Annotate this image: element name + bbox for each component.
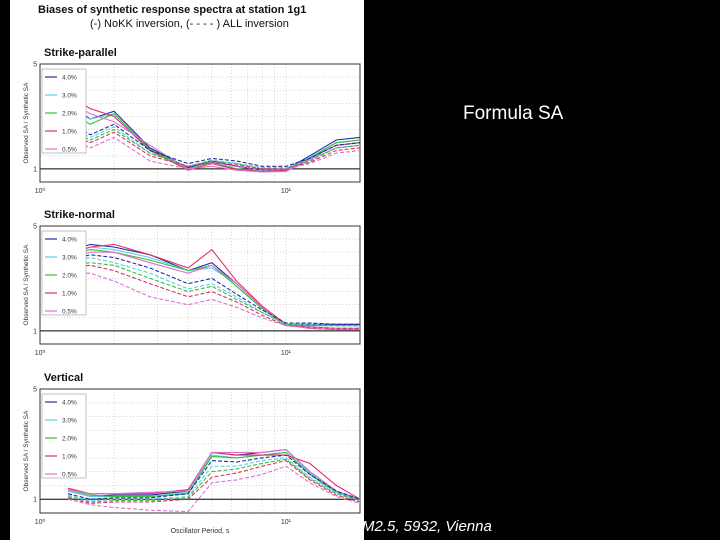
legend-label: 2.0%	[62, 273, 77, 280]
series-line-3-0pct-dashed	[67, 457, 361, 502]
footer-caption: M2.5, 5932, Vienna	[362, 518, 492, 535]
x-tick-label: 10¹	[281, 350, 292, 357]
legend-label: 2.0%	[62, 111, 77, 118]
series-line-4-0pct-solid	[67, 449, 361, 502]
legend-box	[41, 68, 87, 154]
panel-title: Strike-parallel	[44, 47, 117, 59]
series-line-0-5pct-dashed	[67, 136, 361, 171]
figure-title: Biases of synthetic response spectra at …	[38, 4, 307, 16]
series-line-2-0pct-dashed	[67, 458, 361, 503]
legend-label: 3.0%	[62, 418, 77, 425]
series-line-0-5pct-dashed	[68, 272, 360, 331]
series-line-2-0pct-dashed	[67, 262, 360, 327]
legend-label: 1.0%	[62, 291, 77, 298]
series-line-2-0pct-dashed	[67, 128, 361, 170]
series-line-4-0pct-dashed	[67, 454, 361, 500]
plot-frame	[39, 225, 361, 345]
plot-frame	[39, 388, 361, 514]
series-line-1-0pct-dashed	[67, 460, 361, 504]
legend-label: 0.5%	[62, 472, 77, 479]
y-tick-label: 5	[33, 224, 37, 231]
series-line-1-0pct-dashed	[67, 131, 361, 170]
series-line-4-0pct-dashed	[67, 254, 360, 325]
y-tick-label: 5	[33, 62, 37, 69]
series-line-0-5pct-solid	[67, 251, 360, 329]
series-line-1-0pct-dashed	[67, 264, 360, 329]
legend-label: 4.0%	[62, 75, 77, 82]
series-line-1-0pct-solid	[67, 243, 360, 331]
x-axis-label: Oscillator Period, s	[171, 528, 230, 535]
legend-label: 3.0%	[62, 93, 77, 100]
legend-label: 4.0%	[62, 400, 77, 407]
legend-label: 3.0%	[62, 255, 77, 262]
y-axis-label: Observed SA / Synthetic SA	[23, 82, 30, 164]
x-tick-label: 10⁰	[35, 349, 46, 357]
legend-label: 2.0%	[62, 436, 77, 443]
plots-svg: 4.0% 3.0% 2.0% 1.0% 0.5% Strike-parallel 5 1 10⁰…	[23, 47, 361, 535]
series-line-3-0pct-dashed	[67, 256, 360, 327]
panel-title: Vertical	[44, 372, 83, 384]
x-tick-label: 10¹	[281, 519, 292, 526]
series-line-0-5pct-solid	[67, 449, 361, 500]
series-line-4-0pct-solid	[67, 243, 360, 325]
y-tick-label: 1	[33, 166, 37, 173]
series-line-0-5pct-dashed	[67, 465, 361, 513]
legend-box	[41, 230, 87, 316]
y-axis-label: Observed SA / Synthetic SA	[23, 244, 30, 326]
legend-label: 1.0%	[62, 129, 77, 136]
y-tick-label: 1	[33, 328, 37, 335]
panel-title: Strike-normal	[44, 209, 115, 221]
y-axis-label: Observed SA / Synthetic SA	[23, 410, 30, 492]
figure-panel: 4.0% 3.0% 2.0% 1.0% 0.5% Strike-parallel 5 1 10⁰…	[10, 0, 364, 540]
legend-label: 4.0%	[62, 237, 77, 244]
x-tick-label: 10⁰	[35, 518, 46, 526]
legend-box	[41, 393, 87, 479]
legend-label: 0.5%	[62, 147, 77, 154]
figure-subtitle: (-) NoKK inversion, (- - - - ) ALL inver…	[90, 18, 289, 30]
x-tick-label: 10⁰	[35, 187, 46, 195]
series-line-4-0pct-dashed	[67, 121, 361, 167]
legend-label: 1.0%	[62, 454, 77, 461]
formula-sa-label: Formula SA	[463, 103, 564, 124]
legend-label: 0.5%	[62, 309, 77, 316]
plot-frame	[39, 63, 361, 183]
series-line-3-0pct-dashed	[67, 126, 361, 169]
y-tick-label: 1	[33, 497, 37, 504]
y-tick-label: 5	[33, 387, 37, 394]
series-line-3-0pct-solid	[67, 246, 360, 327]
x-tick-label: 10¹	[281, 188, 292, 195]
